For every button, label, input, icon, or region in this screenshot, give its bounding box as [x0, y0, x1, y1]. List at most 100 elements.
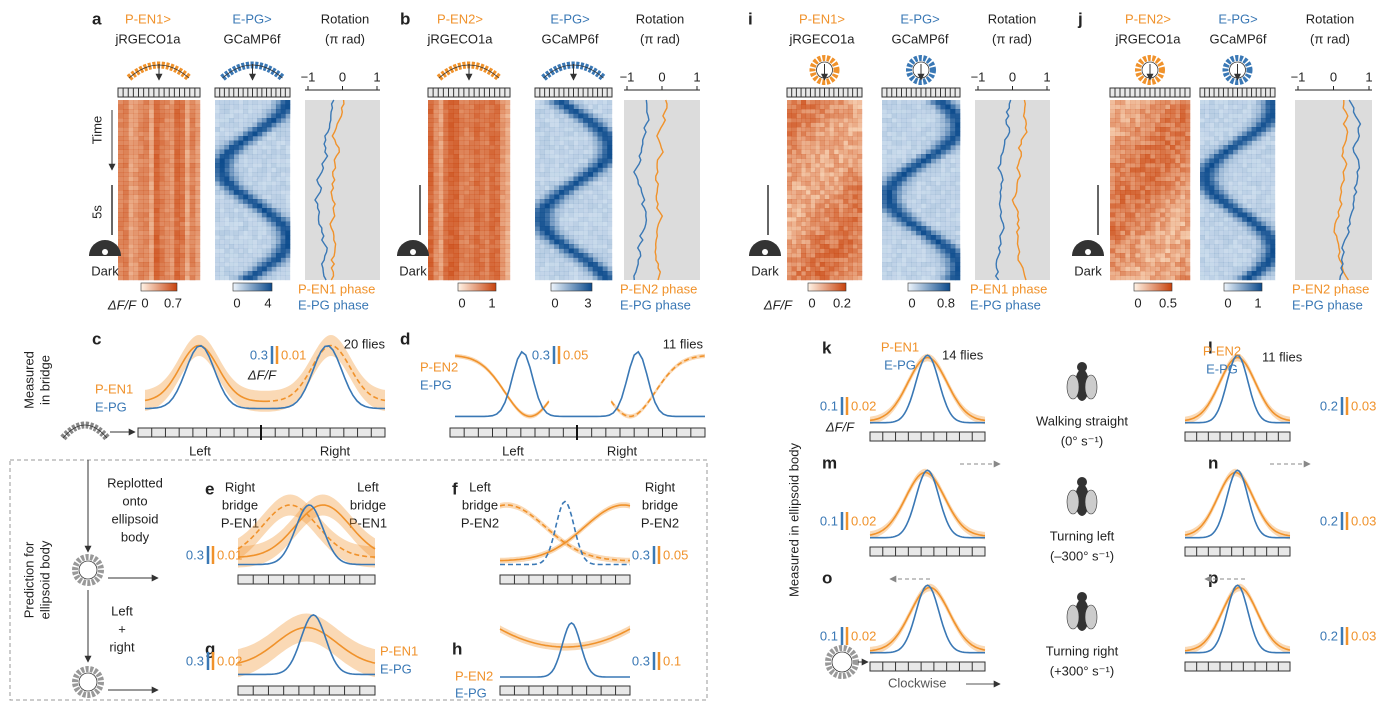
- heatmap-cell: [149, 172, 154, 177]
- heatmap-cell: [892, 177, 897, 182]
- heatmap-cell: [931, 168, 936, 173]
- heatmap-cell: [559, 100, 564, 105]
- heatmap-cell: [916, 163, 921, 168]
- heatmap-cell: [815, 123, 820, 128]
- heatmap-cell: [500, 118, 505, 123]
- heatmap-cell: [1170, 136, 1175, 141]
- heatmap-cell: [1110, 267, 1115, 272]
- heatmap-cell: [569, 217, 574, 222]
- heatmap-cell: [1125, 231, 1130, 236]
- heatmap-cell: [810, 253, 815, 258]
- heatmap-cell: [955, 177, 960, 182]
- heatmap-cell: [911, 123, 916, 128]
- heatmap-cell: [1110, 132, 1115, 137]
- heatmap-cell: [1209, 150, 1214, 155]
- heatmap-cell: [505, 240, 510, 245]
- heatmap-cell: [438, 118, 443, 123]
- heatmap-cell: [569, 231, 574, 236]
- heatmap-cell: [554, 136, 559, 141]
- heatmap-cell: [281, 109, 286, 114]
- heatmap-cell: [588, 244, 593, 249]
- heatmap-cell: [578, 271, 583, 276]
- heatmap-cell: [276, 109, 281, 114]
- heatmap-cell: [593, 267, 598, 272]
- heatmap-cell: [428, 163, 433, 168]
- heatmap-cell: [926, 172, 931, 177]
- heatmap-cell: [169, 222, 174, 227]
- heatmap-cell: [262, 204, 267, 209]
- heatmap-cell: [810, 123, 815, 128]
- heatmap-cell: [169, 262, 174, 267]
- heatmap-cell: [234, 271, 239, 276]
- heatmap-cell: [1205, 159, 1210, 164]
- heatmap-cell: [159, 114, 164, 119]
- heatmap-cell: [559, 145, 564, 150]
- heatmap-cell: [1145, 199, 1150, 204]
- heatmap-cell: [1165, 240, 1170, 245]
- heatmap-cell: [180, 190, 185, 195]
- heatmap-cell: [574, 181, 579, 186]
- heatmap-cell: [945, 271, 950, 276]
- heatmap-cell: [474, 177, 479, 182]
- heatmap-cell: [839, 253, 844, 258]
- heatmap-cell: [123, 195, 128, 200]
- heatmap-cell: [253, 262, 258, 267]
- heatmap-cell: [1185, 231, 1190, 236]
- heatmap-cell: [1165, 181, 1170, 186]
- heatmap-cell: [149, 276, 154, 281]
- heatmap-cell: [1170, 240, 1175, 245]
- heatmap-cell: [950, 127, 955, 132]
- heatmap-cell: [911, 276, 916, 281]
- heatmap-cell: [1125, 249, 1130, 254]
- heatmap-cell: [1135, 226, 1140, 231]
- heatmap-cell: [815, 267, 820, 272]
- heatmap-cell: [1160, 253, 1165, 258]
- heatmap-cell: [469, 222, 474, 227]
- heatmap-cell: [1125, 109, 1130, 114]
- heatmap-cell: [185, 240, 190, 245]
- heatmap-cell: [906, 154, 911, 159]
- heatmap-cell: [1233, 168, 1238, 173]
- heatmap-cell: [843, 141, 848, 146]
- heatmap-cell: [1170, 195, 1175, 200]
- heatmap-cell: [578, 226, 583, 231]
- heatmap-cell: [459, 105, 464, 110]
- heatmap-cell: [820, 199, 825, 204]
- heatmap-cell: [945, 100, 950, 105]
- heatmap-cell: [1140, 136, 1145, 141]
- heatmap-cell: [464, 100, 469, 105]
- heatmap-cell: [243, 150, 248, 155]
- heatmap-cell: [449, 235, 454, 240]
- heatmap-cell: [535, 213, 540, 218]
- heatmap-cell: [1155, 127, 1160, 132]
- heatmap-cell: [190, 181, 195, 186]
- heatmap-cell: [1170, 163, 1175, 168]
- heatmap-cell: [945, 136, 950, 141]
- heatmap-cell: [593, 186, 598, 191]
- heatmap-cell: [921, 217, 926, 222]
- heatmap-cell: [224, 231, 229, 236]
- heatmap-cell: [469, 159, 474, 164]
- heatmap-cell: [545, 235, 550, 240]
- heatmap-cell: [810, 114, 815, 119]
- heatmap-cell: [926, 217, 931, 222]
- heatmap-cell: [1140, 150, 1145, 155]
- heatmap-cell: [428, 231, 433, 236]
- heatmap-cell: [916, 168, 921, 173]
- heatmap-cell: [1200, 145, 1205, 150]
- heatmap-cell: [1165, 118, 1170, 123]
- heatmap-cell: [906, 195, 911, 200]
- heatmap-cell: [820, 100, 825, 105]
- heatmap-cell: [829, 276, 834, 281]
- heatmap-cell: [262, 168, 267, 173]
- heatmap-cell: [123, 222, 128, 227]
- heatmap-cell: [234, 118, 239, 123]
- heatmap-cell: [474, 105, 479, 110]
- heatmap-cell: [892, 109, 897, 114]
- heatmap-cell: [906, 235, 911, 240]
- heatmap-cell: [1185, 123, 1190, 128]
- heatmap-cell: [801, 195, 806, 200]
- heatmap-cell: [123, 118, 128, 123]
- heatmap-cell: [1120, 199, 1125, 204]
- heatmap-cell: [224, 118, 229, 123]
